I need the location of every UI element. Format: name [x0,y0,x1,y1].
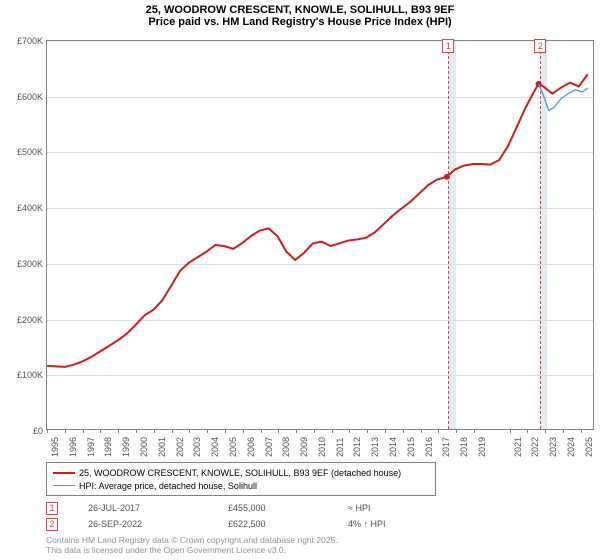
x-tick [474,429,475,433]
legend-item: 25, WOODROW CRESCENT, KNOWLE, SOLIHULL, … [53,466,429,479]
event-row: 2 26-SEP-2022 £622,500 4% ↑ HPI [46,516,438,532]
x-axis-label: 2004 [210,437,220,457]
series-marker [444,174,450,180]
title-line-1: 25, WOODROW CRESCENT, KNOWLE, SOLIHULL, … [0,4,600,16]
x-axis-label: 2019 [477,437,487,457]
x-tick [243,429,244,433]
x-tick [154,429,155,433]
event-date: 26-SEP-2022 [88,519,198,529]
x-tick [207,429,208,433]
legend-label: 25, WOODROW CRESCENT, KNOWLE, SOLIHULL, … [79,468,401,478]
y-axis-label: £200K [1,315,43,325]
event-hpi: ≈ HPI [348,503,438,513]
x-tick [367,429,368,433]
x-axis-label: 2012 [352,437,362,457]
legend-swatch [53,472,75,474]
event-date: 26-JUL-2017 [88,503,198,513]
x-tick [563,429,564,433]
x-tick [261,429,262,433]
y-axis-label: £300K [1,259,43,269]
x-axis-label: 1999 [121,437,131,457]
x-tick [189,429,190,433]
x-tick [225,429,226,433]
footnote: Contains HM Land Registry data © Crown c… [46,536,338,556]
y-axis-label: £500K [1,147,43,157]
x-tick [65,429,66,433]
x-axis-label: 2005 [228,437,238,457]
x-axis-label: 2010 [317,437,327,457]
x-axis-label: 2021 [513,437,523,457]
legend-swatch [53,485,75,486]
x-axis-label: 2025 [584,437,594,457]
x-axis-label: 2013 [370,437,380,457]
legend-item: HPI: Average price, detached house, Soli… [53,479,429,492]
series-marker [536,81,542,87]
footnote-line: This data is licensed under the Open Gov… [46,546,338,556]
x-tick [332,429,333,433]
x-axis-label: 2014 [388,437,398,457]
x-tick [296,429,297,433]
event-marker-box: 2 [46,518,58,531]
x-axis-label: 2001 [157,437,167,457]
chart-container: 25, WOODROW CRESCENT, KNOWLE, SOLIHULL, … [0,0,600,560]
x-tick [421,429,422,433]
x-tick [278,429,279,433]
x-tick [527,429,528,433]
chart-svg [47,41,593,429]
x-tick [47,429,48,433]
x-axis-label: 2008 [281,437,291,457]
x-tick [456,429,457,433]
series-line [47,74,588,367]
y-axis-label: £100K [1,370,43,380]
x-tick [314,429,315,433]
x-tick [545,429,546,433]
x-tick [581,429,582,433]
x-tick [403,429,404,433]
x-axis-label: 2011 [335,438,345,457]
y-axis-label: £0 [1,426,43,436]
x-axis-label: 2016 [424,437,434,457]
event-marker: 2 [534,39,546,53]
legend-label: HPI: Average price, detached house, Soli… [79,481,257,491]
chart-plot-area: £0£100K£200K£300K£400K£500K£600K£700K199… [46,40,594,430]
event-hpi: 4% ↑ HPI [348,519,438,529]
event-marker: 1 [442,39,454,53]
x-axis-label: 2023 [548,437,558,457]
x-tick [118,429,119,433]
event-row: 1 26-JUL-2017 £455,000 ≈ HPI [46,500,438,516]
x-axis-label: 2022 [530,437,540,457]
y-axis-label: £700K [1,36,43,46]
title-area: 25, WOODROW CRESCENT, KNOWLE, SOLIHULL, … [0,0,600,30]
x-axis-label: 2002 [175,437,185,457]
x-tick [438,429,439,433]
x-tick [136,429,137,433]
title-line-2: Price paid vs. HM Land Registry's House … [0,16,600,28]
x-axis-label: 2000 [139,437,149,457]
event-price: £622,500 [228,519,318,529]
x-axis-label: 1998 [103,437,113,457]
x-tick [510,429,511,433]
y-axis-label: £400K [1,203,43,213]
x-axis-label: 2009 [299,437,309,457]
y-axis-label: £600K [1,92,43,102]
x-axis-label: 2024 [566,437,576,457]
x-axis-label: 2003 [192,437,202,457]
x-axis-label: 2017 [441,437,451,457]
x-axis-label: 2006 [246,437,256,457]
x-axis-label: 2018 [459,437,469,457]
x-tick [385,429,386,433]
event-marker-box: 1 [46,502,58,515]
events-table: 1 26-JUL-2017 £455,000 ≈ HPI 2 26-SEP-20… [46,500,438,532]
x-tick [349,429,350,433]
legend: 25, WOODROW CRESCENT, KNOWLE, SOLIHULL, … [46,462,436,496]
x-axis-label: 1995 [50,437,60,457]
x-axis-label: 2007 [264,437,274,457]
x-axis-label: 1996 [68,437,78,457]
event-price: £455,000 [228,503,318,513]
x-axis-label: 1997 [86,437,96,457]
x-tick [172,429,173,433]
x-tick [100,429,101,433]
x-axis-label: 2015 [406,437,416,457]
x-tick [83,429,84,433]
